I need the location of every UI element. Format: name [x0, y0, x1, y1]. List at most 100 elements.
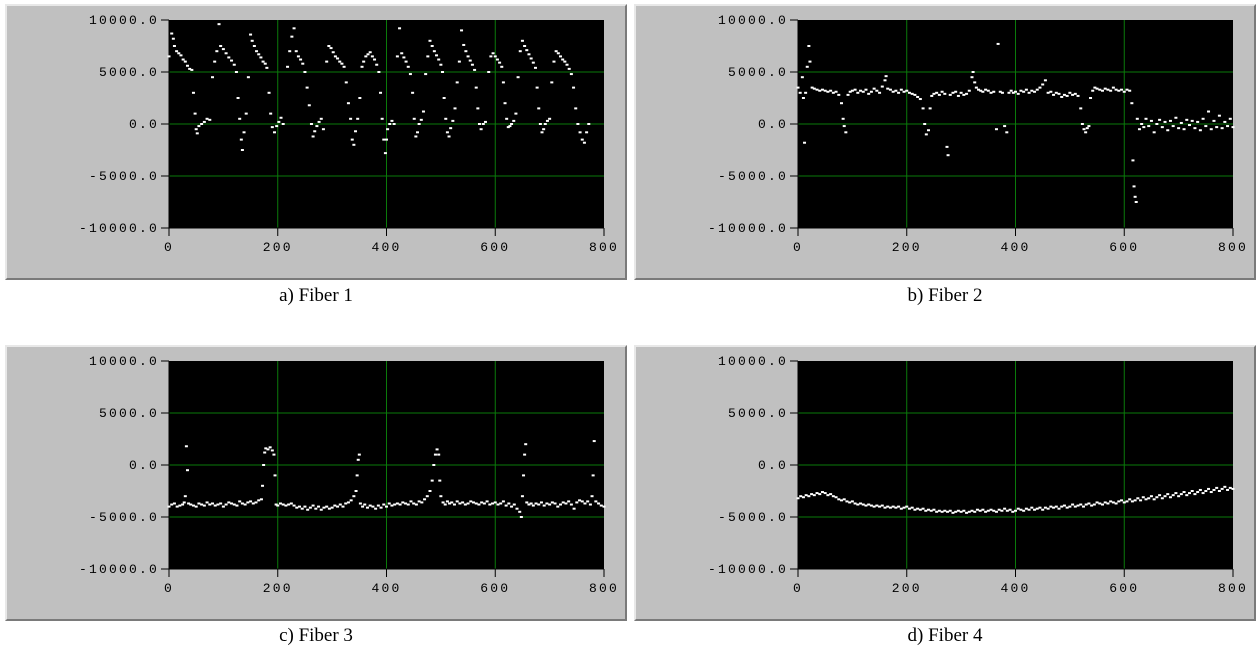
data-point — [432, 50, 436, 53]
data-point — [946, 154, 950, 157]
data-point — [864, 504, 868, 507]
data-point — [1182, 491, 1186, 494]
data-point — [224, 503, 228, 506]
data-point — [831, 91, 835, 94]
data-point — [1223, 120, 1227, 123]
data-point — [916, 95, 920, 98]
y-tick-label: -10000.0 — [708, 562, 788, 577]
data-point — [1073, 92, 1077, 95]
data-point — [505, 117, 509, 120]
data-point — [503, 102, 507, 105]
data-point — [172, 45, 176, 47]
data-point — [1185, 494, 1189, 497]
x-tick-label: 800 — [1218, 581, 1248, 596]
data-point — [1087, 125, 1091, 128]
data-point — [554, 50, 558, 53]
data-point — [273, 474, 277, 477]
data-point — [538, 123, 542, 125]
data-point — [1231, 126, 1235, 129]
data-point — [935, 510, 939, 513]
data-point — [808, 60, 812, 63]
chart-panel-fiber-4: 10000.0 5000.0 0.0 -5000.0 -10000.0 0 200 400 60… — [634, 345, 1256, 621]
data-point — [175, 50, 179, 53]
data-point — [1147, 497, 1151, 500]
data-point — [368, 504, 372, 507]
data-point — [1073, 505, 1077, 508]
data-point — [859, 89, 863, 92]
data-point — [447, 135, 451, 138]
data-point — [823, 89, 827, 92]
data-point — [172, 502, 176, 505]
data-point — [1008, 508, 1012, 511]
data-point — [1068, 91, 1072, 94]
data-point — [444, 117, 448, 120]
data-point — [219, 502, 223, 505]
data-point — [366, 53, 370, 56]
data-point — [1060, 505, 1064, 508]
data-point — [951, 91, 955, 94]
data-point — [537, 503, 541, 506]
data-point — [1163, 120, 1167, 123]
data-point — [848, 501, 852, 504]
y-tick-label: 5000.0 — [728, 406, 788, 421]
data-point — [1193, 127, 1197, 130]
data-point — [905, 505, 909, 508]
data-point — [1019, 508, 1023, 511]
data-point — [428, 39, 432, 42]
data-point — [213, 60, 217, 63]
data-point — [501, 500, 505, 503]
data-point — [177, 52, 181, 55]
data-point — [230, 502, 234, 505]
data-point — [1005, 131, 1009, 134]
y-tick-label: -10000.0 — [79, 221, 159, 236]
data-point — [883, 79, 887, 82]
data-point — [940, 510, 944, 513]
y-tick-label: 10000.0 — [718, 354, 788, 369]
x-tick-label: 600 — [1109, 240, 1139, 255]
chart-fiber-4: 10000.0 5000.0 0.0 -5000.0 -10000.0 0 200 400 60… — [708, 354, 1248, 596]
data-point — [1041, 508, 1045, 511]
x-tick-label: 800 — [589, 581, 619, 596]
data-point — [268, 446, 272, 449]
data-point — [182, 501, 186, 504]
data-point — [420, 501, 424, 504]
data-point — [1016, 92, 1020, 95]
data-point — [441, 501, 445, 504]
y-tick-label: 5000.0 — [99, 406, 159, 421]
data-point — [1068, 505, 1072, 508]
data-point — [411, 91, 415, 94]
data-point — [461, 501, 465, 504]
data-point — [520, 39, 524, 42]
data-point — [578, 131, 582, 134]
data-point — [956, 509, 960, 512]
data-point — [443, 503, 447, 506]
data-point — [1125, 500, 1129, 503]
data-point — [585, 131, 589, 134]
data-point — [932, 508, 936, 511]
data-point — [524, 443, 528, 446]
data-point — [856, 503, 860, 506]
data-point — [935, 91, 939, 94]
data-point — [880, 85, 884, 88]
data-point — [552, 60, 556, 63]
data-point — [872, 505, 876, 508]
y-tick-label: -5000.0 — [718, 169, 788, 184]
data-point — [803, 141, 807, 144]
data-point — [263, 62, 267, 65]
data-point — [287, 503, 291, 506]
data-point — [807, 45, 811, 47]
data-point — [853, 502, 857, 505]
data-point — [451, 119, 455, 122]
data-point — [800, 76, 804, 79]
data-point — [1082, 128, 1086, 131]
data-point — [1135, 117, 1139, 120]
data-point — [481, 123, 485, 125]
data-point — [1111, 501, 1115, 504]
data-point — [927, 508, 930, 511]
data-point — [837, 93, 841, 96]
data-point — [1128, 89, 1132, 92]
data-point — [945, 145, 949, 148]
data-point — [1179, 121, 1183, 124]
data-point — [368, 51, 372, 54]
data-point — [937, 509, 941, 512]
